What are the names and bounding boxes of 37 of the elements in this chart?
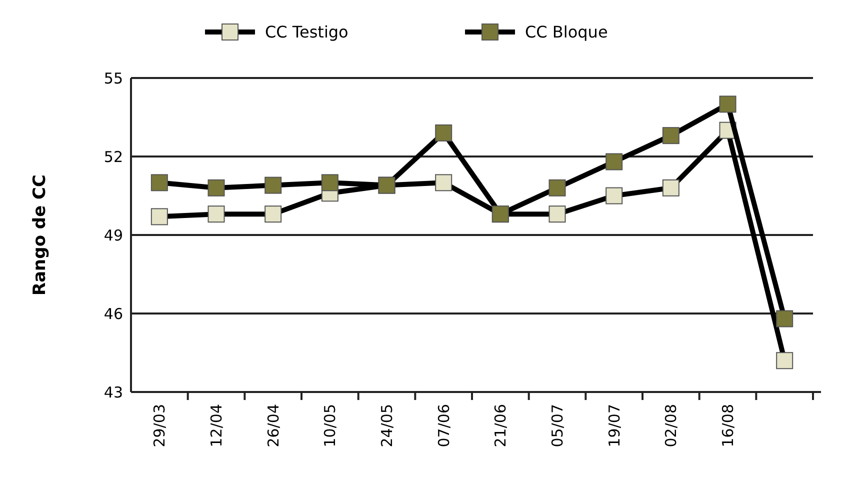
x-tick-label: 24/05 — [378, 404, 396, 448]
point — [548, 206, 566, 223]
point — [662, 127, 680, 144]
x-tick-label: 10/05 — [321, 404, 340, 448]
point — [776, 352, 794, 370]
point — [264, 206, 282, 223]
x-tick-label: 21/06 — [492, 404, 510, 448]
point — [150, 174, 168, 192]
x-tick-label: 19/07 — [605, 404, 624, 448]
point — [606, 187, 623, 204]
point — [264, 176, 282, 194]
x-tick-label: 05/07 — [548, 404, 566, 448]
point — [606, 153, 623, 170]
y-tick-label: 46 — [104, 304, 123, 323]
point — [435, 124, 452, 142]
legend-label: CC Testigo — [265, 22, 348, 42]
x-tick-label: 02/08 — [662, 404, 680, 448]
y-tick-label: 49 — [104, 226, 123, 244]
y-axis-title: Rango de CC — [30, 174, 50, 296]
point — [548, 179, 566, 196]
point — [208, 206, 225, 223]
y-tick-label: 55 — [104, 69, 123, 88]
y-tick-label: 43 — [104, 383, 123, 402]
x-tick-label: 12/04 — [208, 404, 226, 448]
point — [321, 174, 338, 192]
legend-label: CC Bloque — [525, 22, 608, 42]
point — [719, 96, 736, 113]
point — [435, 174, 452, 192]
point — [150, 208, 168, 226]
point — [662, 179, 680, 196]
point — [776, 310, 794, 328]
x-tick-label: 29/03 — [150, 404, 169, 448]
x-tick-label: 07/06 — [434, 404, 453, 448]
x-tick-label: 16/08 — [719, 404, 737, 448]
x-tick-label: 26/04 — [264, 404, 282, 448]
point — [208, 179, 225, 196]
y-tick-label: 52 — [104, 148, 123, 166]
